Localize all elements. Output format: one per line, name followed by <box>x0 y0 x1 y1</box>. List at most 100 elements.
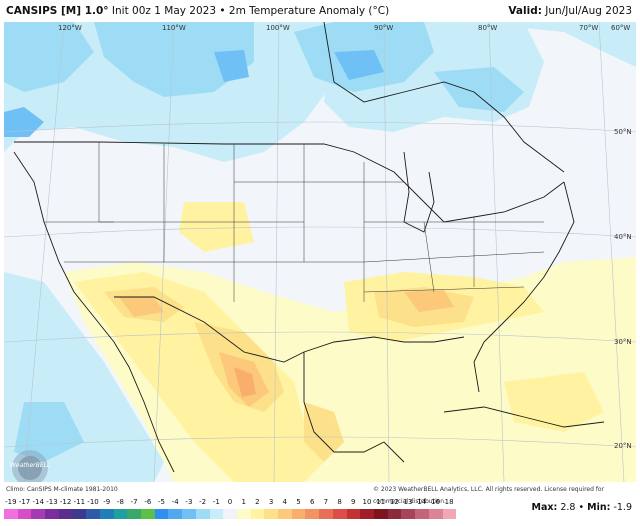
colorbar-tick-label: -11 <box>73 498 86 506</box>
colorbar-tick-label: 5 <box>296 498 301 506</box>
colorbar-swatch <box>86 509 100 519</box>
valid-period: Valid: Jun/Jul/Aug 2023 <box>508 0 632 22</box>
colorbar-tick-label: -13 <box>46 498 58 506</box>
model-name: CANSIPS [M] 1.0° <box>6 5 109 17</box>
colorbar-swatch <box>182 509 196 519</box>
colorbar-swatch <box>99 509 114 519</box>
colorbar-tick-label: 0 <box>227 498 233 506</box>
colorbar-swatch <box>223 509 237 519</box>
colorbar-swatch <box>127 509 142 519</box>
colorbar-tick-label: 4 <box>282 498 288 506</box>
colorbar-tick-label: -1 <box>212 498 220 506</box>
colorbar-swatch <box>195 509 210 519</box>
colorbar-tick-label: 18 <box>444 498 454 506</box>
colorbar-tick-label: -9 <box>103 498 111 506</box>
colorbar-tick-label: -8 <box>116 498 124 506</box>
colorbar-tick-label: 1 <box>241 498 246 506</box>
colorbar-tick-label: 2 <box>255 498 260 506</box>
colorbar-tick-label: 3 <box>268 498 274 506</box>
colorbar-swatch <box>278 509 292 519</box>
colorbar-legend: -19 -17 -14 -13 -12 -11 -10 -9 -8 -7 -6 -5 -4 -3 -2 -1 0… <box>4 496 457 524</box>
colorbar-tick-label: 6 <box>309 498 315 506</box>
colorbar-tick-label: -2 <box>199 498 207 506</box>
colorbar-swatch <box>415 509 429 519</box>
colorbar-swatch <box>360 509 374 519</box>
min-label: Min: <box>587 502 611 513</box>
colorbar-swatch <box>168 509 183 519</box>
map-title: CANSIPS [M] 1.0° Init 00z 1 May 2023 • 2… <box>6 0 389 22</box>
colorbar-swatch <box>141 509 155 519</box>
map-canvas <box>4 22 636 482</box>
field-name: 2m Temperature Anomaly (°C) <box>228 5 390 17</box>
copyright-credit: © 2023 WeatherBELL Analytics, LLC. All r… <box>373 486 605 505</box>
lat-label-30n: 30°N <box>614 338 632 346</box>
colorbar-swatch <box>17 509 32 519</box>
lon-label-120w: 120°W <box>58 24 82 32</box>
colorbar-tick-label: 10 <box>362 498 372 506</box>
colorbar-swatch <box>401 509 416 519</box>
colorbar-swatch <box>332 509 347 519</box>
max-label: Max: <box>531 502 558 513</box>
init-time: Init 00z 1 May 2023 <box>111 5 217 17</box>
colorbar-swatch <box>72 509 87 519</box>
valid-label: Valid: <box>508 5 542 17</box>
colorbar-swatch <box>428 509 443 519</box>
colorbar-swatch <box>250 509 265 519</box>
colorbar-tick-label: -19 <box>5 498 17 506</box>
colorbar-tick-label: -12 <box>59 498 72 506</box>
colorbar-swatch <box>58 509 73 519</box>
colorbar-tick-label: 12 <box>389 498 399 506</box>
colorbar-tick-label: -5 <box>158 498 165 506</box>
colorbar-tick-label: -10 <box>87 498 99 506</box>
colorbar-swatch <box>45 509 59 519</box>
title-separator: • <box>219 5 226 17</box>
max-value: 2.8 <box>560 502 576 513</box>
colorbar-tick-label: 9 <box>351 498 356 506</box>
colorbar-swatch <box>31 509 46 519</box>
colorbar-swatches <box>4 509 457 519</box>
colorbar-tick-label: -7 <box>130 498 138 506</box>
colorbar-tick-label: 14 <box>417 498 427 506</box>
lon-label-110w: 110°W <box>162 24 186 32</box>
climo-credit: Climo: CanSIPS M-climate 1981-2010 <box>6 486 118 493</box>
lat-label-50n: 50°N <box>614 128 632 136</box>
colorbar-tick-label: 8 <box>337 498 342 506</box>
colorbar-tick-label: -3 <box>185 498 193 506</box>
lon-label-90w: 90°W <box>374 24 394 32</box>
lon-label-70w: 70°W <box>579 24 599 32</box>
colorbar-swatch <box>236 509 251 519</box>
colorbar-swatch <box>4 509 18 519</box>
colorbar-tick-label: -17 <box>18 498 31 506</box>
colorbar-swatch <box>319 509 333 519</box>
colorbar-swatch <box>373 509 388 519</box>
colorbar-tick-label: 13 <box>403 498 413 506</box>
colorbar-swatch <box>305 509 320 519</box>
lat-label-40n: 40°N <box>614 233 632 241</box>
weatherbell-logo-icon <box>12 450 48 482</box>
colorbar-swatch <box>264 509 279 519</box>
valid-value: Jun/Jul/Aug 2023 <box>545 5 632 17</box>
colorbar-tick-label: 11 <box>376 498 386 506</box>
colorbar-swatch <box>113 509 128 519</box>
colorbar-swatch <box>387 509 402 519</box>
map-header: CANSIPS [M] 1.0° Init 00z 1 May 2023 • 2… <box>0 0 640 22</box>
colorbar-tick-label: -14 <box>32 498 44 506</box>
colorbar-tick-label: 7 <box>323 498 329 506</box>
logo-text: WeatherBELL <box>10 462 51 469</box>
colorbar-swatch <box>291 509 306 519</box>
colorbar-swatch <box>346 509 361 519</box>
credits-bar: Climo: CanSIPS M-climate 1981-2010 © 202… <box>0 484 640 505</box>
stats-readout: Max: 2.8 • Min: -1.9 <box>531 502 632 513</box>
colorbar-swatch <box>442 509 457 519</box>
lon-label-80w: 80°W <box>478 24 498 32</box>
colorbar-labels: -19 -17 -14 -13 -12 -11 -10 -9 -8 -7 -6 -5 -4 -3 -2 -1 0… <box>4 496 456 508</box>
lon-label-100w: 100°W <box>266 24 290 32</box>
min-value: -1.9 <box>613 502 632 513</box>
colorbar-tick-label: -6 <box>144 498 152 506</box>
colorbar-swatch <box>154 509 169 519</box>
colorbar-tick-label: -4 <box>171 498 179 506</box>
colorbar-swatch <box>209 509 224 519</box>
lon-label-60w: 60°W <box>611 24 631 32</box>
anomaly-map: 120°W 110°W 100°W 90°W 80°W 70°W 60°W 50… <box>4 22 636 482</box>
colorbar-tick-label: 16 <box>430 498 440 506</box>
